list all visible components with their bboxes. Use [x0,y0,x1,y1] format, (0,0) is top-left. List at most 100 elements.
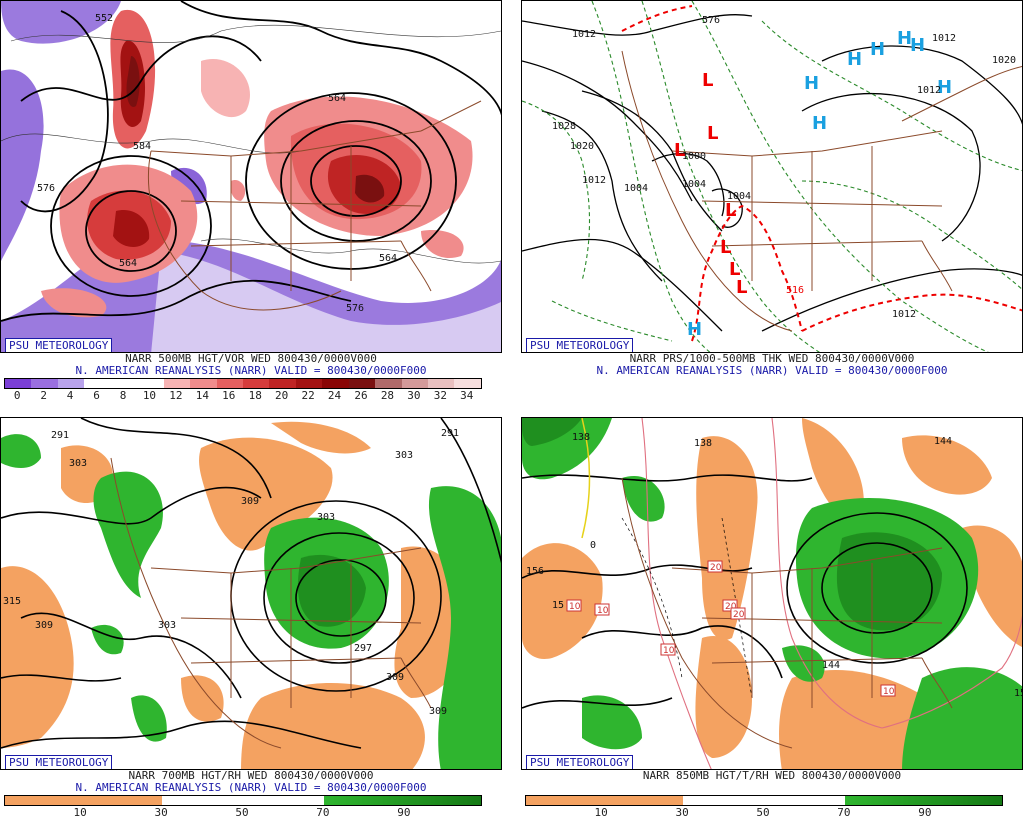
high-pressure-marker: H [937,77,952,98]
scale-tick: 30 [154,806,168,819]
contour-label: 315 [3,596,21,607]
contour-label: 564 [119,258,137,269]
panel-500mb-vorticity: 552 576 564 564 564 576 584 PSU METEOROL… [0,0,502,402]
scale-swatch [190,379,217,388]
rh-color-scale [4,795,482,806]
rh-scale-ticks: 10 30 50 70 90 [4,806,480,819]
isobar-label: 1000 [682,151,706,162]
panel-title: NARR 850MB HGT/T/RH WED 800430/0000V000 [642,769,902,782]
low-pressure-marker: L [725,200,736,221]
isobar-label: 1004 [682,179,706,190]
scale-tick: 6 [93,389,100,402]
high-pressure-marker: H [870,39,885,60]
scale-swatch [163,379,191,388]
temperature-label: 20 [725,602,737,612]
high-pressure-marker: H [812,113,827,134]
temperature-label: 20 [710,563,722,573]
scale-tick: 24 [327,389,342,402]
scale-swatch [84,379,111,388]
scale-swatch [137,379,164,388]
temperature-label: 10 [883,687,895,697]
temperature-label: 20 [733,610,745,620]
scale-swatch [454,379,481,388]
scale-tick: 10 [73,806,87,819]
t850-map-graphic: 10 10 20 20 20 10 10 138 138 156 15 144 [522,418,1023,769]
isobar-label: 1012 [932,33,956,44]
vorticity-map-graphic: 552 576 564 564 564 576 584 [1,1,501,352]
scale-tick: 10 [142,389,157,402]
contour-label: 144 [934,436,952,447]
scale-tick: 70 [316,806,330,819]
contour-label: 15 [1014,688,1023,699]
contour-label: 309 [429,706,447,717]
contour-label: 144 [822,660,840,671]
high-pressure-marker: H [847,49,862,70]
scale-swatch [57,379,85,388]
scale-swatch [348,379,376,388]
scale-tick: 18 [248,389,262,402]
scale-tick: 22 [301,389,315,402]
contour-label: 156 [526,566,544,577]
vorticity-scale-ticks: 0 2 4 6 8 10 12 14 16 18 20 22 24 26 28 30 32 34 [4,389,480,402]
temperature-label: 10 [663,646,675,656]
rh700-map-graphic: 291 303 309 303 315 309 303 297 309 309 … [1,418,501,769]
panel-700mb-rh: 291 303 309 303 315 309 303 297 309 309 … [0,417,502,819]
low-pressure-marker: L [702,70,713,91]
scale-tick: 0 [13,389,21,402]
high-pressure-marker: H [910,35,925,56]
panel-subtitle: N. AMERICAN REANALYSIS (NARR) VALID = 80… [75,364,427,377]
contour-label: 15 [552,600,564,611]
psu-meteorology-badge: PSU METEOROLOGY [5,338,113,352]
low-pressure-marker: L [707,123,718,144]
psu-meteorology-badge: PSU METEOROLOGY [5,755,113,769]
contour-label: 309 [386,672,404,683]
contour-label: 576 [37,183,55,194]
scale-tick: 4 [66,389,74,402]
thickness-label: 516 [786,285,804,296]
low-pressure-marker: L [736,277,747,298]
scale-swatch [375,379,402,388]
scale-tick: 20 [275,389,289,402]
high-pressure-marker: H [897,28,912,49]
map-500mb-vorticity: 552 576 564 564 564 576 584 PSU METEOROL… [0,0,502,353]
isobar-label: 1020 [992,55,1016,66]
scale-swatch [428,379,455,388]
psu-meteorology-badge: PSU METEOROLOGY [526,755,634,769]
isobar-label: 1012 [572,29,596,40]
scale-swatch [216,379,243,388]
contour-label: 309 [241,496,259,507]
scale-swatch [269,379,296,388]
scale-tick: 70 [837,806,851,819]
isobar-label: 1020 [570,141,594,152]
scale-tick: 10 [594,806,608,819]
high-pressure-marker: H [804,73,819,94]
contour-label: 303 [158,620,176,631]
isobar-label: 1012 [892,309,916,320]
scale-tick: 90 [397,806,411,819]
contour-label: 291 [51,430,69,441]
map-pressure-thickness: L L L L L L L H H H H H H H H 1012 1028 [521,0,1023,353]
scale-swatch [242,379,270,388]
isobar-label: 1012 [582,175,606,186]
contour-label: 138 [572,432,590,443]
contour-label: 564 [379,253,397,264]
contour-label: 138 [694,438,712,449]
scale-tick: 26 [354,389,368,402]
scale-tick: 34 [460,389,474,402]
contour-label: 297 [354,643,372,654]
scale-swatch [5,379,32,388]
panel-title: NARR PRS/1000-500MB THK WED 800430/0000V… [629,352,915,365]
contour-label: 584 [133,141,151,152]
vorticity-color-scale [4,378,482,389]
scale-swatch [31,379,58,388]
contour-label: 303 [69,458,87,469]
scale-tick: 32 [433,389,447,402]
thickness-label: 576 [702,15,720,26]
contour-label: 303 [317,512,335,523]
low-pressure-marker: L [729,259,740,280]
isobar-label: 1028 [552,121,576,132]
panel-subtitle: N. AMERICAN REANALYSIS (NARR) VALID = 80… [596,364,948,377]
scale-tick: 2 [40,389,47,402]
scale-tick: 90 [918,806,932,819]
low-pressure-marker: L [674,140,685,161]
